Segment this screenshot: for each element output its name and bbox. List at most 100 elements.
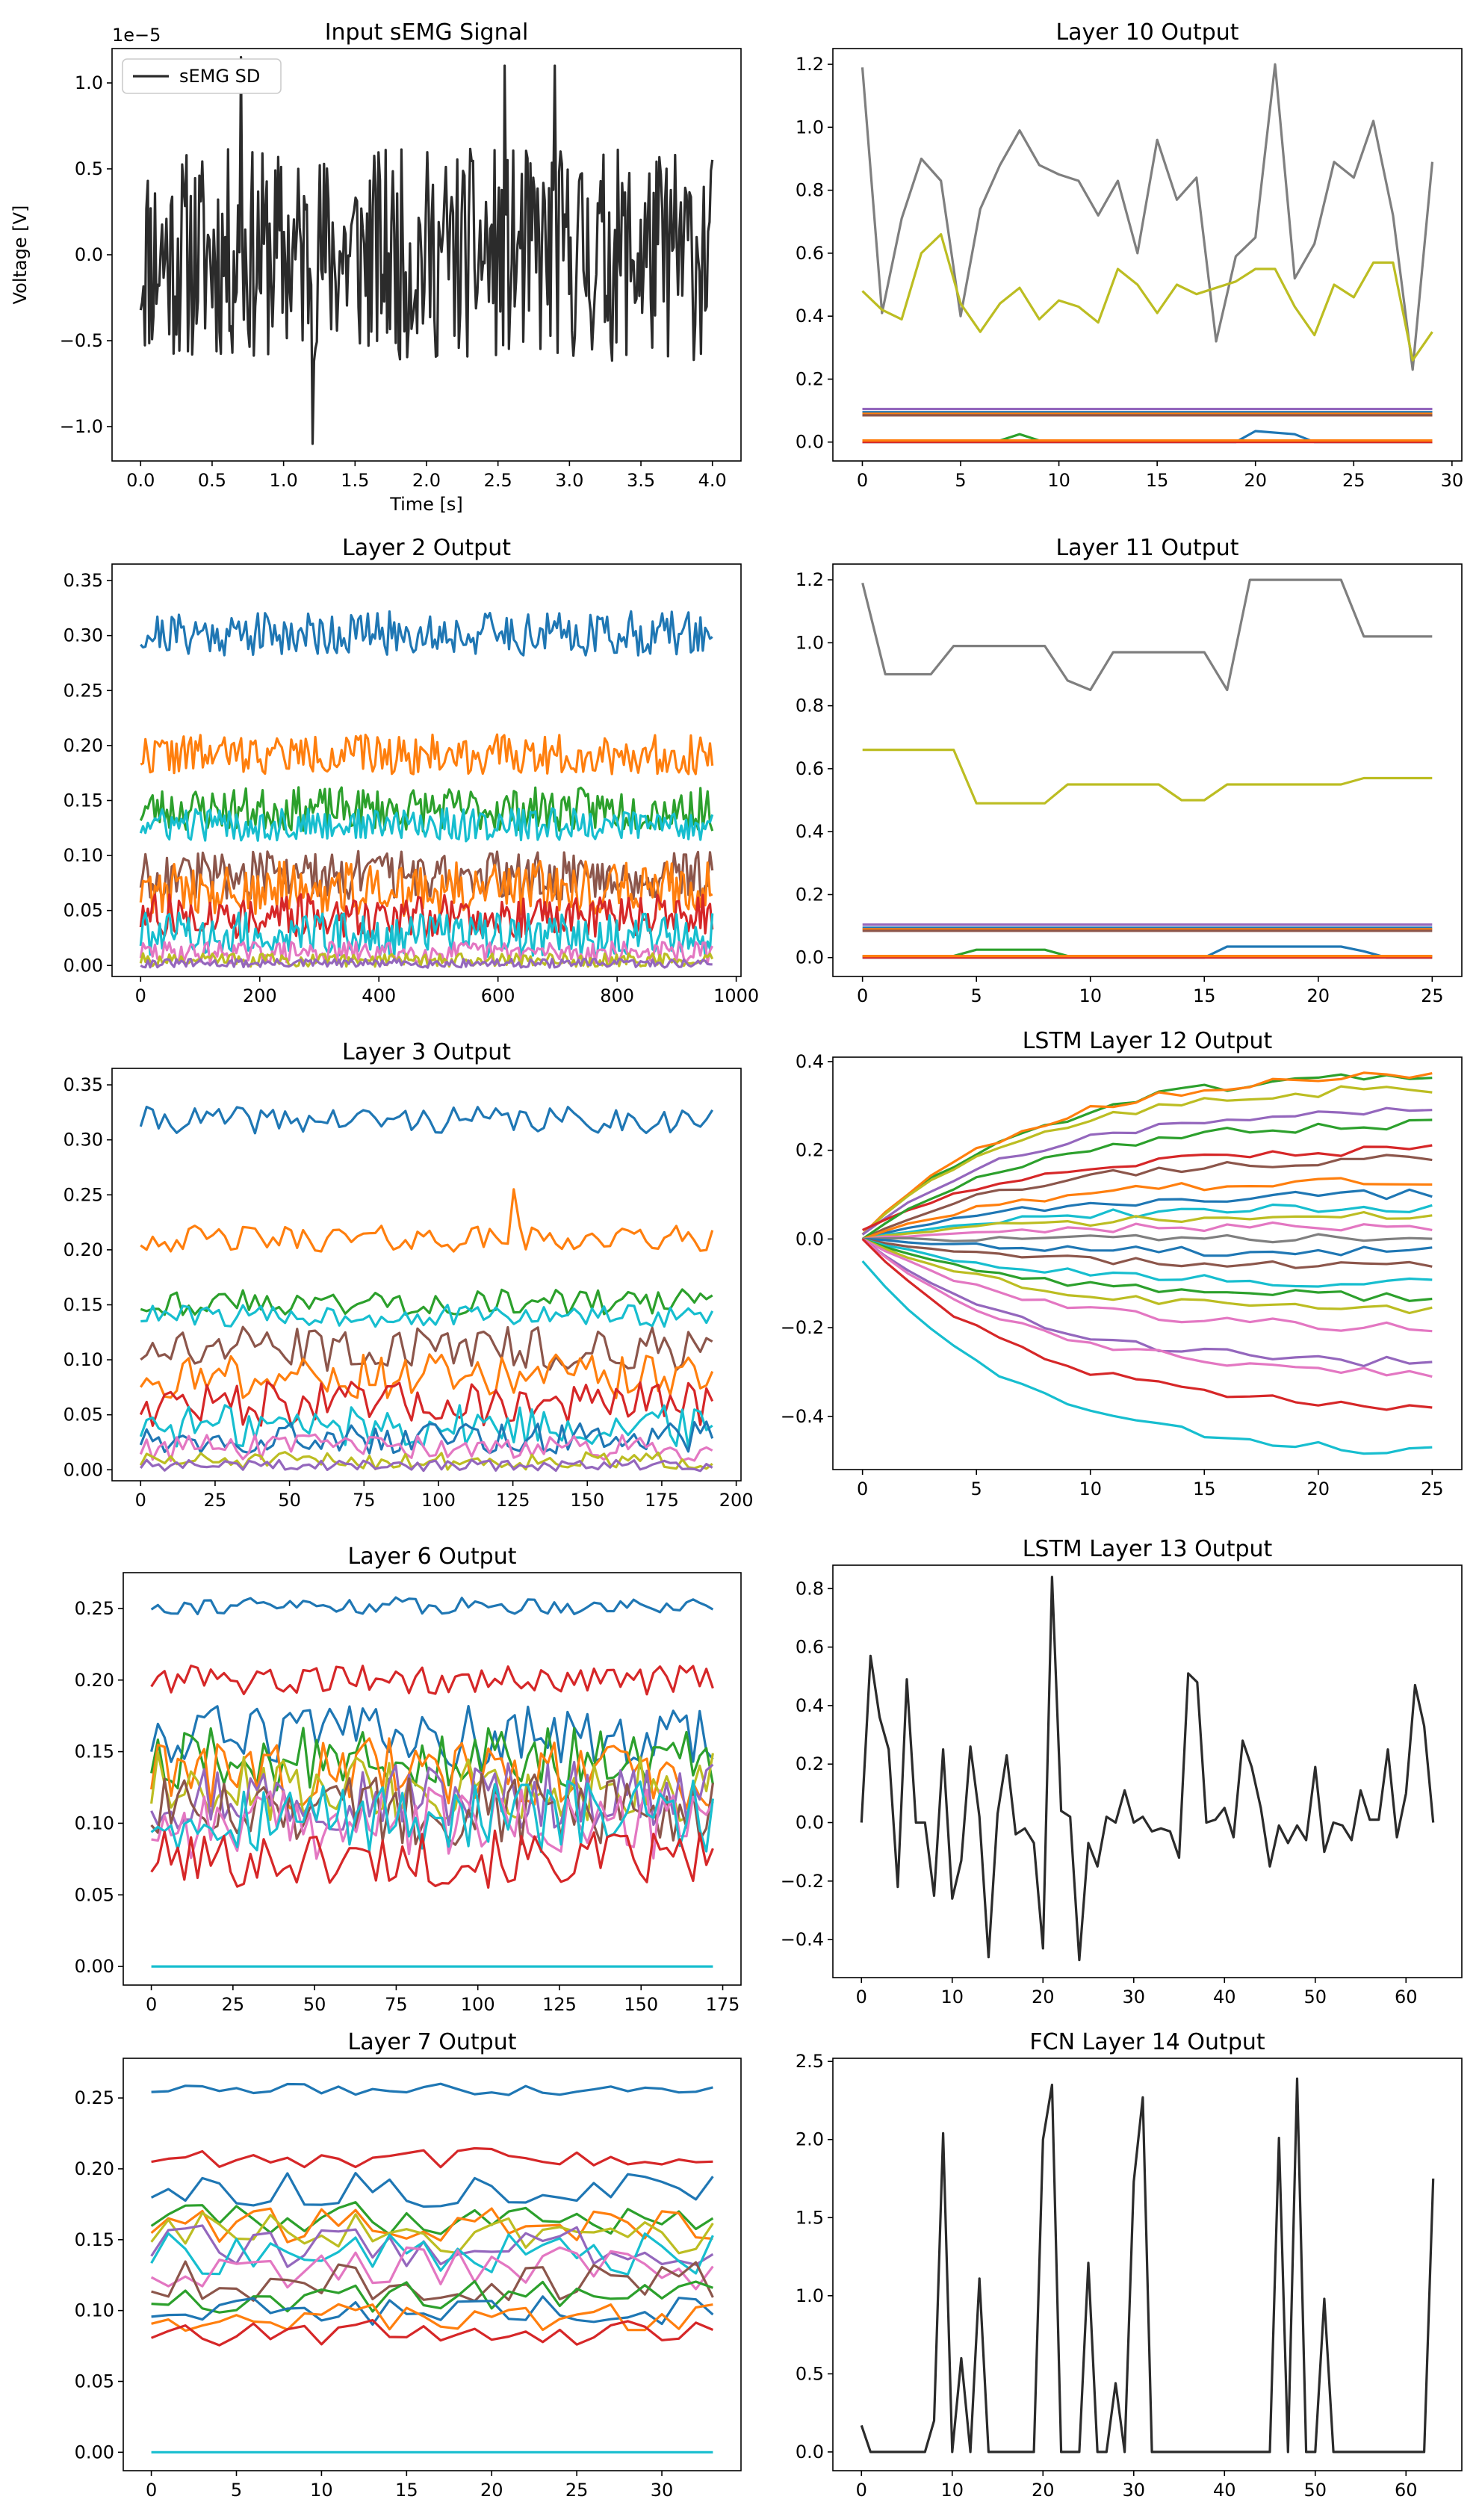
y-tick-label: 0.0: [796, 2442, 824, 2462]
series-line-5: [139, 860, 713, 917]
y-tick-label: 0.35: [63, 570, 103, 591]
series-line-9: [139, 1433, 713, 1462]
series-line-0: [139, 55, 714, 445]
x-tick-label: 150: [570, 1490, 604, 1511]
y-tick-label: 0.8: [796, 696, 824, 716]
y-tick-label: −0.4: [781, 1406, 824, 1427]
series-line-2: [140, 1288, 713, 1316]
y-tick-label: 0.10: [63, 1349, 103, 1370]
x-tick-label: 100: [461, 1994, 495, 2015]
y-tick-label: 0.15: [75, 1742, 114, 1762]
series-line-15: [862, 1237, 1433, 1288]
series-line-0: [140, 610, 713, 657]
y-tick-label: −1.0: [60, 416, 103, 437]
axes-frame: [832, 563, 1463, 977]
y-tick-label: 0.8: [796, 1578, 824, 1599]
x-tick-label: 1000: [713, 985, 759, 1006]
series-line-4: [862, 1144, 1433, 1231]
y-tick-label: 0.00: [63, 955, 103, 976]
y-tick-label: 0.2: [796, 368, 824, 389]
x-tick-label: 30: [651, 2480, 674, 2501]
series-line-3: [140, 1304, 714, 1328]
series-line-6: [150, 2224, 714, 2268]
x-tick-label: 20: [480, 2480, 503, 2501]
x-tick-label: 0: [856, 2480, 867, 2501]
series-group: [150, 2082, 714, 2454]
chart-title: Layer 7 Output: [347, 2029, 516, 2055]
series-line-22: [861, 1260, 1433, 1455]
series-line-3: [150, 2201, 714, 2236]
x-tick-label: 0: [856, 1987, 867, 2007]
series-line-18: [861, 1237, 1433, 1333]
series-line-7: [139, 911, 714, 958]
y-tick-label: 0.6: [796, 243, 824, 264]
x-tick-label: 0: [857, 985, 868, 1006]
axes-frame: [123, 1572, 742, 1986]
series-line-0: [860, 2077, 1435, 2454]
y-tick-label: 0.0: [75, 244, 103, 265]
series-line-6: [139, 1381, 714, 1427]
y-tick-label: 1.0: [796, 117, 824, 137]
series-line-13: [862, 1237, 1433, 1257]
series-line-7: [139, 1404, 713, 1449]
y-tick-label: 0.8: [796, 180, 824, 201]
y-tick-label: 0.00: [75, 1956, 114, 1977]
x-tick-label: 25: [204, 1490, 227, 1511]
series-line-2: [861, 1085, 1433, 1236]
series-line-9: [150, 1779, 714, 1854]
series-line-0: [150, 1596, 714, 1615]
series-line-5: [862, 1154, 1433, 1240]
x-tick-label: 800: [600, 985, 634, 1006]
series-line-4: [150, 2207, 713, 2244]
x-tick-label: 50: [1304, 2480, 1327, 2501]
x-tick-label: 2.0: [412, 470, 441, 491]
series-line-0: [151, 2082, 713, 2096]
x-tick-label: 25: [1342, 470, 1365, 491]
x-tick-label: 10: [941, 1987, 964, 2007]
series-line-17: [862, 1237, 1433, 1315]
y-tick-label: 0.05: [75, 1884, 114, 1905]
y-tick-label: 0.25: [63, 680, 103, 701]
x-tick-label: 15: [1146, 470, 1169, 491]
x-tick-label: 1.0: [270, 470, 298, 491]
axes-frame: [832, 2058, 1463, 2471]
y-tick-label: 0.2: [796, 1140, 824, 1161]
y-axis-label: Voltage [V]: [10, 205, 31, 305]
x-tick-label: 150: [624, 1994, 658, 2015]
legend-label: sEMG SD: [179, 66, 260, 87]
x-tick-label: 15: [1193, 1479, 1216, 1499]
x-tick-label: 125: [496, 1490, 530, 1511]
y-tick-label: 0.4: [796, 1051, 824, 1072]
x-tick-label: 20: [1244, 470, 1267, 491]
y-tick-label: 0.6: [796, 1637, 824, 1658]
series-line-11: [140, 1458, 713, 1473]
chart-title: LSTM Layer 12 Output: [1023, 1028, 1273, 1054]
series-line-13: [151, 2318, 714, 2347]
series-line-3: [861, 1106, 1433, 1236]
x-tick-label: 25: [565, 2480, 589, 2501]
series-group: [860, 2077, 1435, 2454]
series-group: [139, 610, 714, 969]
y-tick-label: 0.30: [63, 625, 103, 646]
series-line-1: [861, 233, 1433, 362]
y-tick-label: 0.00: [63, 1459, 103, 1480]
series-line-5: [150, 2211, 714, 2255]
series-group: [139, 55, 714, 445]
series-line-1: [861, 1071, 1433, 1236]
x-tick-label: 30: [1441, 470, 1464, 491]
y-tick-label: −0.5: [60, 330, 103, 351]
chart-title: Layer 2 Output: [342, 535, 511, 561]
x-tick-label: 0: [135, 985, 146, 1006]
x-tick-label: 600: [481, 985, 515, 1006]
series-line-3: [139, 807, 714, 843]
x-tick-label: 1.5: [341, 470, 369, 491]
chart-title: Layer 6 Output: [347, 1544, 516, 1570]
offset-text: 1e−5: [112, 25, 161, 46]
y-tick-label: −0.2: [781, 1871, 824, 1892]
y-tick-label: 0.0: [796, 1228, 824, 1249]
series-line-5: [139, 1353, 714, 1399]
y-tick-label: 1.2: [796, 569, 824, 590]
x-tick-label: 0: [857, 470, 868, 491]
x-tick-label: 10: [310, 2480, 333, 2501]
